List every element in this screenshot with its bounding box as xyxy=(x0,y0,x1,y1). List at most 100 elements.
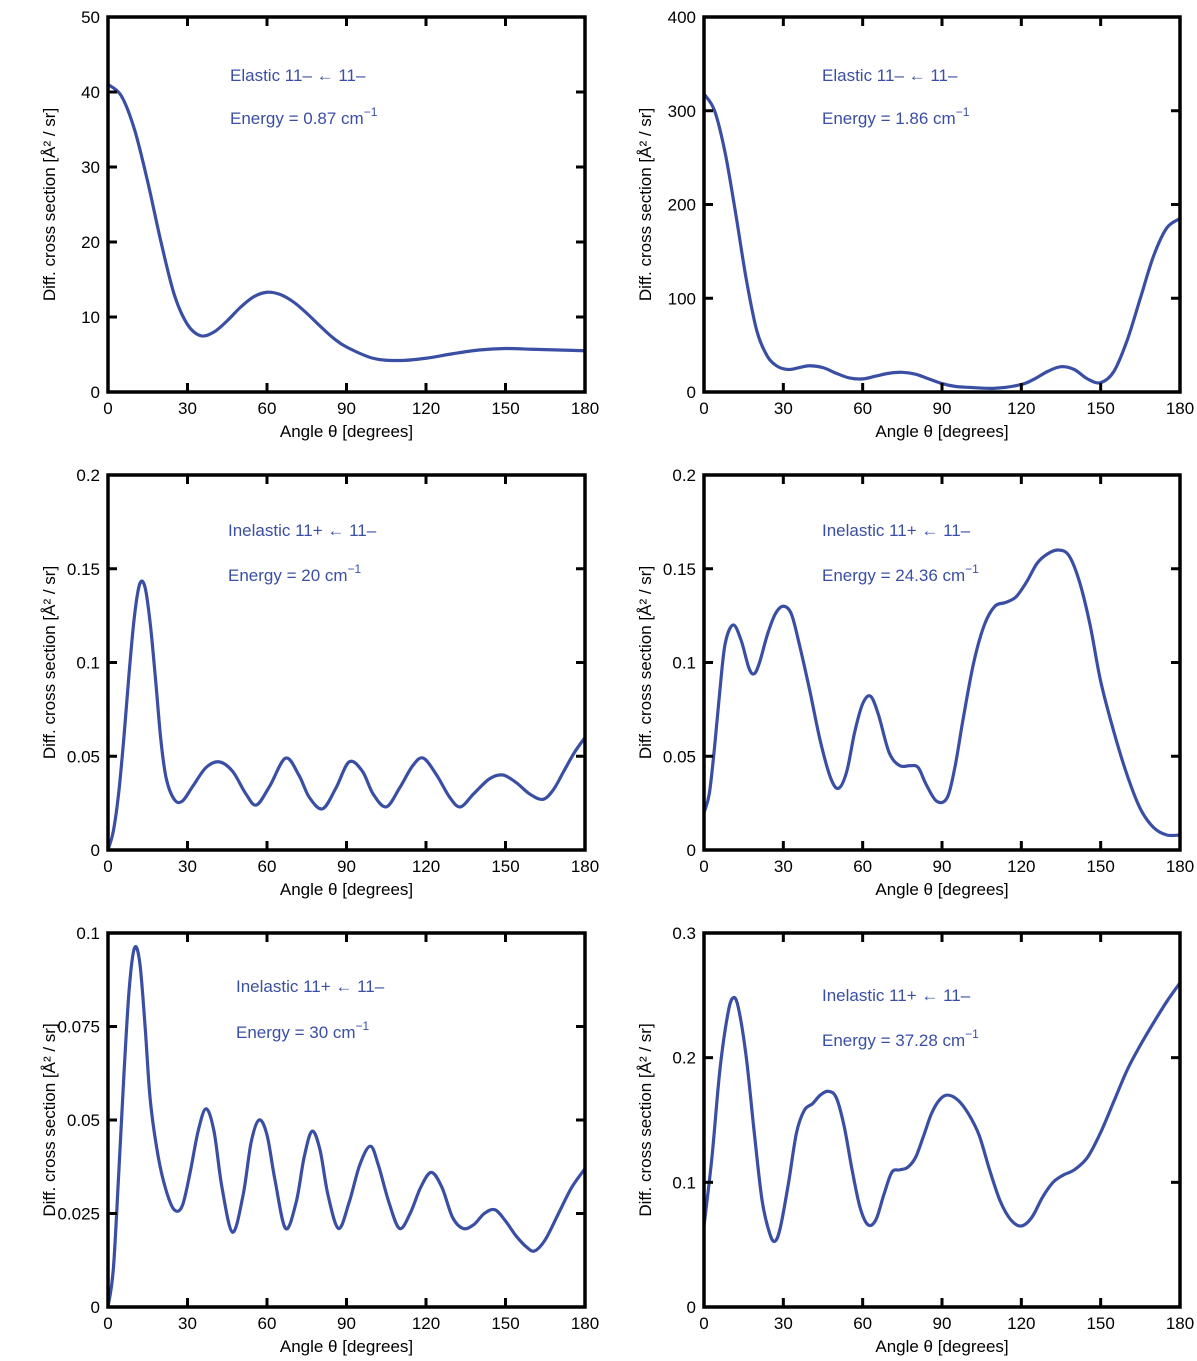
x-tick-label: 120 xyxy=(1007,857,1035,876)
energy-text: Energy = 1.86 cm xyxy=(822,109,956,128)
x-tick-label: 180 xyxy=(571,1314,599,1333)
annotation-transition: Inelastic 11+ ← 11– xyxy=(228,521,377,540)
x-tick-label: 30 xyxy=(774,399,793,418)
y-tick-label: 0.1 xyxy=(672,1173,696,1192)
annotation-transition: Inelastic 11+ ← 11– xyxy=(236,977,385,996)
annotation-transition: Inelastic 11+ ← 11– xyxy=(822,521,971,540)
y-tick-label: 0.2 xyxy=(672,1049,696,1068)
y-axis-label: Diff. cross section [Å² / sr] xyxy=(40,566,59,759)
panel-5: 0 30 60 90 120 150 180 0 0.025 0.05 0.075 0.1 Angle … xyxy=(40,924,599,1356)
x-tick-label: 30 xyxy=(178,1314,197,1333)
x-tick-label: 90 xyxy=(933,857,952,876)
y-axis-label: Diff. cross section [Å² / sr] xyxy=(636,1023,655,1216)
series-line xyxy=(108,945,585,1307)
x-tick-label: 180 xyxy=(1166,857,1194,876)
annotation-energy: Energy = 20 cm−1 xyxy=(228,562,362,585)
x-tick-label: 0 xyxy=(699,399,708,418)
y-tick-label: 0.1 xyxy=(76,924,100,943)
x-axis-label: Angle θ [degrees] xyxy=(875,1337,1008,1356)
x-tick-label: 60 xyxy=(853,1314,872,1333)
x-tick-label: 150 xyxy=(491,1314,519,1333)
energy-unit-exponent: −1 xyxy=(965,1027,979,1041)
x-axis-label: Angle θ [degrees] xyxy=(875,422,1008,441)
x-axis-label: Angle θ [degrees] xyxy=(280,880,413,899)
annotation-transition: Elastic 11– ← 11– xyxy=(822,66,958,85)
x-tick-label: 0 xyxy=(103,857,112,876)
y-tick-label: 0 xyxy=(91,841,100,860)
x-tick-label: 120 xyxy=(1007,399,1035,418)
y-tick-label: 200 xyxy=(668,196,696,215)
x-tick-label: 120 xyxy=(412,399,440,418)
annotation-energy: Energy = 30 cm−1 xyxy=(236,1019,370,1042)
x-tick-label: 30 xyxy=(774,857,793,876)
x-tick-label: 30 xyxy=(178,857,197,876)
x-tick-label: 0 xyxy=(699,1314,708,1333)
y-axis-label: Diff. cross section [Å² / sr] xyxy=(40,1023,59,1216)
y-tick-label: 0.15 xyxy=(663,560,696,579)
x-axis-label: Angle θ [degrees] xyxy=(875,880,1008,899)
y-tick-label: 0.1 xyxy=(76,654,100,673)
x-tick-label: 180 xyxy=(1166,399,1194,418)
y-tick-label: 0.05 xyxy=(663,747,696,766)
y-tick-label: 400 xyxy=(668,8,696,27)
x-tick-label: 0 xyxy=(699,857,708,876)
x-tick-label: 60 xyxy=(258,857,277,876)
y-tick-label: 0.3 xyxy=(672,924,696,943)
x-tick-label: 90 xyxy=(337,399,356,418)
annotation-energy: Energy = 1.86 cm−1 xyxy=(822,105,970,128)
y-tick-label: 20 xyxy=(81,233,100,252)
annotation-energy: Energy = 37.28 cm−1 xyxy=(822,1027,979,1050)
x-tick-label: 60 xyxy=(853,399,872,418)
energy-text: Energy = 0.87 cm xyxy=(230,109,364,128)
series-line xyxy=(704,92,1180,390)
x-tick-label: 120 xyxy=(412,857,440,876)
x-tick-label: 150 xyxy=(1086,857,1114,876)
y-tick-label: 0.075 xyxy=(57,1018,100,1037)
y-tick-label: 100 xyxy=(668,289,696,308)
x-tick-label: 60 xyxy=(258,399,277,418)
annotation-energy: Energy = 24.36 cm−1 xyxy=(822,562,979,585)
y-tick-label: 0.2 xyxy=(76,466,100,485)
x-tick-label: 60 xyxy=(853,857,872,876)
energy-unit-exponent: −1 xyxy=(348,562,362,576)
series-line xyxy=(108,579,585,850)
energy-unit-exponent: −1 xyxy=(364,105,378,119)
y-tick-label: 0.025 xyxy=(57,1205,100,1224)
energy-text: Energy = 37.28 cm xyxy=(822,1031,965,1050)
x-tick-label: 120 xyxy=(1007,1314,1035,1333)
y-tick-label: 0.15 xyxy=(67,560,100,579)
x-tick-label: 90 xyxy=(933,399,952,418)
y-tick-label: 0 xyxy=(687,841,696,860)
y-axis-label: Diff. cross section [Å² / sr] xyxy=(636,566,655,759)
x-tick-label: 180 xyxy=(571,857,599,876)
panel-6: 0 30 60 90 120 150 180 0 0.1 0.2 0.3 Angle θ [degre… xyxy=(636,924,1194,1356)
energy-text: Energy = 30 cm xyxy=(236,1023,356,1042)
annotation-transition: Inelastic 11+ ← 11– xyxy=(822,986,971,1005)
x-tick-label: 90 xyxy=(337,857,356,876)
y-tick-label: 300 xyxy=(668,102,696,121)
x-tick-label: 120 xyxy=(412,1314,440,1333)
energy-text: Energy = 20 cm xyxy=(228,566,348,585)
y-tick-label: 50 xyxy=(81,8,100,27)
series-line xyxy=(108,82,585,363)
y-axis-label: Diff. cross section [Å² / sr] xyxy=(636,108,655,301)
x-tick-label: 90 xyxy=(933,1314,952,1333)
annotation-transition: Elastic 11– ← 11– xyxy=(230,66,366,85)
series-line xyxy=(704,548,1180,838)
x-axis-label: Angle θ [degrees] xyxy=(280,1337,413,1356)
y-tick-label: 0.2 xyxy=(672,466,696,485)
x-tick-label: 0 xyxy=(103,1314,112,1333)
y-tick-label: 0 xyxy=(91,1298,100,1317)
y-tick-label: 0 xyxy=(687,1298,696,1317)
y-tick-label: 0.1 xyxy=(672,654,696,673)
energy-text: Energy = 24.36 cm xyxy=(822,566,965,585)
x-tick-label: 60 xyxy=(258,1314,277,1333)
energy-unit-exponent: −1 xyxy=(956,105,970,119)
y-tick-label: 0 xyxy=(687,383,696,402)
y-tick-label: 30 xyxy=(81,158,100,177)
x-tick-label: 30 xyxy=(178,399,197,418)
y-tick-label: 0.05 xyxy=(67,1111,100,1130)
x-axis-label: Angle θ [degrees] xyxy=(280,422,413,441)
x-tick-label: 0 xyxy=(103,399,112,418)
y-axis-label: Diff. cross section [Å² / sr] xyxy=(40,108,59,301)
